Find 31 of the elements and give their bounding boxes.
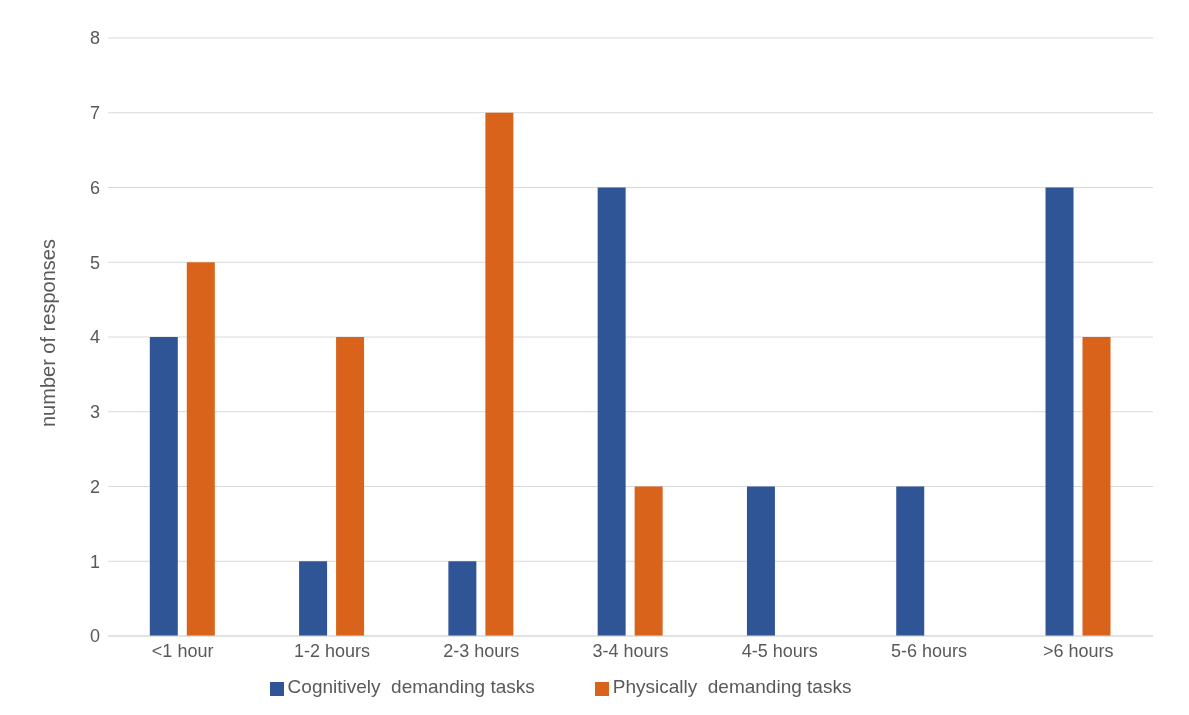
- bar: [149, 337, 178, 636]
- bar: [634, 486, 663, 636]
- y-tick-label: 0: [89, 626, 100, 647]
- y-tick-label: 2: [89, 476, 100, 497]
- y-tick-label: 8: [89, 28, 100, 49]
- y-tick-label: 4: [89, 327, 100, 348]
- bar: [485, 112, 514, 636]
- bar: [336, 337, 365, 636]
- bar: [1045, 187, 1074, 636]
- legend-label: Cognitively demanding tasks: [287, 676, 535, 697]
- bar: [448, 561, 477, 636]
- x-tick-label: 2-3 hours: [443, 640, 520, 661]
- x-tick-label: 3-4 hours: [592, 640, 669, 661]
- x-tick-label: 5-6 hours: [891, 640, 968, 661]
- x-tick-label: >6 hours: [1043, 640, 1114, 661]
- x-tick-label: 1-2 hours: [293, 640, 370, 661]
- bar: [299, 561, 328, 636]
- y-tick-label: 6: [89, 177, 100, 198]
- y-tick-label: 5: [89, 252, 100, 273]
- bar: [597, 187, 626, 636]
- y-tick-label: 3: [89, 402, 100, 423]
- bar: [896, 486, 925, 636]
- y-tick-label: 1: [89, 551, 100, 572]
- legend-label: Physically demanding tasks: [612, 676, 852, 697]
- bar: [186, 262, 215, 636]
- x-tick-label: <1 hour: [151, 640, 214, 661]
- y-axis-title: number of responses: [37, 239, 60, 427]
- x-tick-label: 4-5 hours: [741, 640, 818, 661]
- bar: [1082, 337, 1111, 636]
- bar: [746, 486, 775, 636]
- y-tick-label: 7: [89, 103, 100, 124]
